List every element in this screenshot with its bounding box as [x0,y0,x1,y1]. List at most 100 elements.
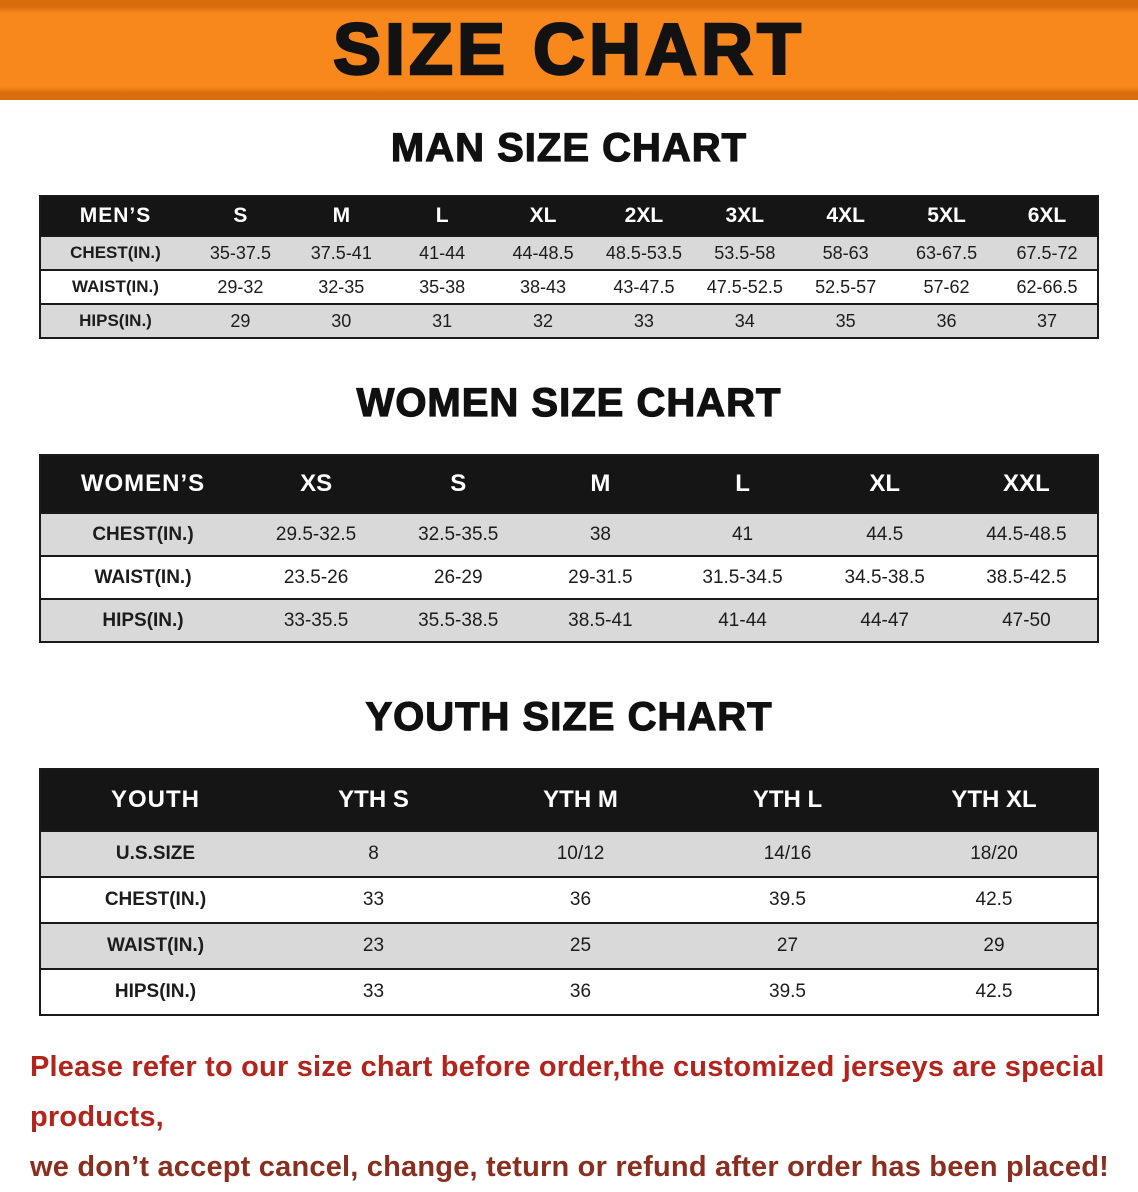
size-value-cell: 31.5-34.5 [671,555,814,600]
size-value-cell: 37.5-41 [290,235,392,271]
size-value-cell: 39.5 [684,968,891,1016]
column-header: 6XL [997,195,1098,237]
mens-table-title: MEN’S [40,195,190,237]
women-size-table-wrap: WOMEN’S XS S M L XL XXL CHEST(IN.) 29.5-32.5 32.5… [39,454,1099,643]
table-row: HIPS(IN.) 33-35.5 35.5-38.5 38.5-41 41-44 44-… [40,598,1098,643]
size-value-cell: 47.5-52.5 [694,269,796,305]
size-value-cell: 48.5-53.5 [593,235,695,271]
size-value-cell: 58-63 [795,235,897,271]
row-label: CHEST(IN.) [40,235,190,271]
column-header: XL [492,195,594,237]
column-header: L [391,195,493,237]
size-value-cell: 63-67.5 [896,235,997,271]
size-value-cell: 32.5-35.5 [387,512,530,557]
disclaimer-line-1: Please refer to our size chart before or… [30,1051,1105,1133]
column-header: M [290,195,392,237]
size-value-cell: 29.5-32.5 [245,512,388,557]
page-title: SIZE CHART [332,10,805,90]
size-value-cell: 29-32 [190,269,291,305]
section-women: WOMEN SIZE CHART WOMEN’S XS S M L XL XXL CHEST(… [0,380,1138,643]
size-value-cell: 37 [997,303,1098,339]
row-label: WAIST(IN.) [40,555,245,600]
column-header: 2XL [593,195,695,237]
size-value-cell: 33 [270,876,477,924]
table-row: HIPS(IN.) 33 36 39.5 42.5 [40,968,1098,1016]
size-value-cell: 34 [694,303,796,339]
size-value-cell: 32-35 [290,269,392,305]
column-header: YTH M [477,768,684,832]
section-men: MAN SIZE CHART MEN’S S M L XL 2XL 3XL 4XL 5XL 6XL… [0,125,1138,339]
mens-header-row: MEN’S S M L XL 2XL 3XL 4XL 5XL 6XL [40,195,1098,237]
size-value-cell: 44.5-48.5 [955,512,1098,557]
womens-size-table: WOMEN’S XS S M L XL XXL CHEST(IN.) 29.5-32.5 32.5… [39,454,1099,643]
column-header: XS [245,454,388,514]
table-row: WAIST(IN.) 23.5-26 26-29 29-31.5 31.5-34.5 34… [40,555,1098,600]
table-row: U.S.SIZE 8 10/12 14/16 18/20 [40,830,1098,878]
column-header: YTH L [684,768,891,832]
size-value-cell: 57-62 [896,269,997,305]
men-section-heading: MAN SIZE CHART [390,125,748,170]
size-value-cell: 44-47 [813,598,956,643]
size-value-cell: 34.5-38.5 [813,555,956,600]
column-header: YTH S [270,768,477,832]
size-value-cell: 42.5 [891,968,1098,1016]
size-value-cell: 8 [270,830,477,878]
row-label: HIPS(IN.) [40,598,245,643]
size-value-cell: 27 [684,922,891,970]
size-value-cell: 14/16 [684,830,891,878]
size-value-cell: 29 [891,922,1098,970]
size-value-cell: 42.5 [891,876,1098,924]
size-value-cell: 44.5 [813,512,956,557]
size-value-cell: 23.5-26 [245,555,388,600]
size-value-cell: 38.5-42.5 [955,555,1098,600]
size-value-cell: 35-37.5 [190,235,291,271]
size-value-cell: 33 [270,968,477,1016]
size-value-cell: 38-43 [492,269,594,305]
size-value-cell: 33 [593,303,695,339]
size-value-cell: 36 [896,303,997,339]
women-section-heading: WOMEN SIZE CHART [356,380,782,425]
mens-size-table: MEN’S S M L XL 2XL 3XL 4XL 5XL 6XL CHEST(IN.) 35-37… [39,195,1099,339]
size-value-cell: 33-35.5 [245,598,388,643]
youth-table-title: YOUTH [40,768,270,832]
size-value-cell: 36 [477,968,684,1016]
size-value-cell: 36 [477,876,684,924]
size-value-cell: 67.5-72 [997,235,1098,271]
table-row: HIPS(IN.) 29 30 31 32 33 34 35 36 37 [40,303,1098,339]
column-header: XL [813,454,956,514]
table-row: CHEST(IN.) 33 36 39.5 42.5 [40,876,1098,924]
disclaimer: Please refer to our size chart before or… [0,1042,1138,1192]
size-value-cell: 10/12 [477,830,684,878]
size-value-cell: 35 [795,303,897,339]
size-value-cell: 35-38 [391,269,493,305]
youth-section-heading: YOUTH SIZE CHART [365,694,773,739]
size-value-cell: 29 [190,303,291,339]
column-header: M [529,454,672,514]
youth-header-row: YOUTH YTH S YTH M YTH L YTH XL [40,768,1098,832]
size-value-cell: 32 [492,303,594,339]
size-value-cell: 29-31.5 [529,555,672,600]
size-value-cell: 47-50 [955,598,1098,643]
section-youth: YOUTH SIZE CHART YOUTH YTH S YTH M YTH L YTH… [0,694,1138,1016]
column-header: 3XL [694,195,796,237]
row-label: HIPS(IN.) [40,303,190,339]
column-header: XXL [955,454,1098,514]
size-value-cell: 18/20 [891,830,1098,878]
row-label: U.S.SIZE [40,830,270,878]
column-header: 4XL [795,195,897,237]
size-value-cell: 25 [477,922,684,970]
table-row: WAIST(IN.) 29-32 32-35 35-38 38-43 43-47.5 47.… [40,269,1098,305]
table-row: CHEST(IN.) 35-37.5 37.5-41 41-44 44-48.5 48.5… [40,235,1098,271]
size-value-cell: 43-47.5 [593,269,695,305]
table-row: WAIST(IN.) 23 25 27 29 [40,922,1098,970]
size-value-cell: 44-48.5 [492,235,594,271]
size-value-cell: 41-44 [671,598,814,643]
size-value-cell: 39.5 [684,876,891,924]
size-value-cell: 41-44 [391,235,493,271]
size-value-cell: 26-29 [387,555,530,600]
youth-size-table: YOUTH YTH S YTH M YTH L YTH XL U.S.SIZE 8 10/12… [39,768,1099,1016]
column-header: 5XL [896,195,997,237]
column-header: L [671,454,814,514]
column-header: S [387,454,530,514]
